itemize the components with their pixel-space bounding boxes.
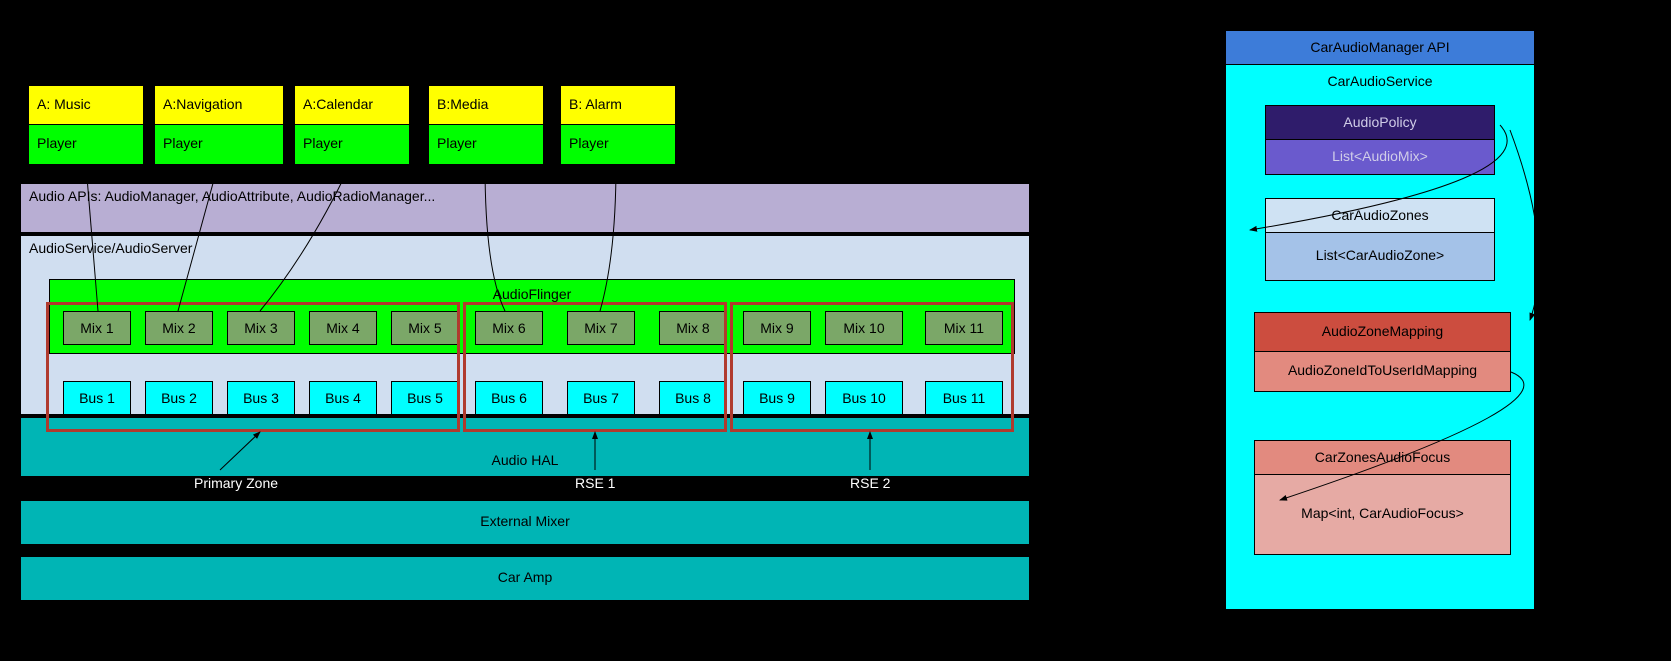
- list-caraudiozones-label: List<CarAudioZone>: [1316, 247, 1444, 263]
- svg-text:RSE 1: RSE 1: [575, 475, 616, 491]
- api-header-label: CarAudioManager API: [1310, 39, 1449, 55]
- audio-apis-label: Audio APIs: AudioManager, AudioAttribute…: [29, 188, 435, 204]
- api-header: CarAudioManager API: [1225, 30, 1535, 65]
- app-bottom-box: Player: [28, 125, 144, 165]
- audio-hal-label: Audio HAL: [492, 452, 559, 468]
- zone-box: [730, 302, 1014, 432]
- app-top-box: A:Navigation: [154, 85, 284, 125]
- app-top-box: B: Alarm: [560, 85, 676, 125]
- svg-text:Primary Zone: Primary Zone: [194, 475, 278, 491]
- zone-box: [463, 302, 727, 432]
- list-audiomix-label: List<AudioMix>: [1332, 148, 1428, 164]
- zone-to-user-label: AudioZoneIdToUserIdMapping: [1288, 362, 1477, 378]
- car-amp-label: Car Amp: [498, 569, 552, 585]
- app-bottom-box: Player: [154, 125, 284, 165]
- audio-policy-label: AudioPolicy: [1343, 114, 1416, 130]
- car-audio-service-label: CarAudioService: [1327, 73, 1432, 89]
- app-bottom-box: Player: [294, 125, 410, 165]
- app-top-box: B:Media: [428, 85, 544, 125]
- app-bottom-box: Player: [560, 125, 676, 165]
- external-mixer-label: External Mixer: [480, 513, 569, 529]
- map-focus-label: Map<int, CarAudioFocus>: [1301, 505, 1464, 521]
- list-caraudiozones-box: List<CarAudioZone>: [1265, 233, 1495, 281]
- audio-apis-bar: Audio APIs: AudioManager, AudioAttribute…: [20, 183, 1030, 233]
- car-amp-bar: Car Amp: [20, 556, 1030, 601]
- car-zones-audio-focus-box: CarZonesAudioFocus: [1254, 440, 1511, 475]
- map-focus-box: Map<int, CarAudioFocus>: [1254, 475, 1511, 555]
- zone-to-user-box: AudioZoneIdToUserIdMapping: [1254, 352, 1511, 392]
- audio-zone-mapping-box: AudioZoneMapping: [1254, 312, 1511, 352]
- zone-box: [46, 302, 460, 432]
- app-top-box: A: Music: [28, 85, 144, 125]
- app-bottom-box: Player: [428, 125, 544, 165]
- audio-service-label: AudioService/AudioServer: [29, 240, 192, 256]
- car-audio-zones-label: CarAudioZones: [1331, 207, 1428, 223]
- audio-policy-box: AudioPolicy: [1265, 105, 1495, 140]
- audio-zone-mapping-label: AudioZoneMapping: [1322, 323, 1443, 339]
- car-zones-audio-focus-label: CarZonesAudioFocus: [1315, 449, 1450, 465]
- list-audiomix-box: List<AudioMix>: [1265, 140, 1495, 175]
- external-mixer-bar: External Mixer: [20, 500, 1030, 545]
- car-audio-zones-box: CarAudioZones: [1265, 198, 1495, 233]
- audio-flinger-label: AudioFlinger: [493, 286, 572, 302]
- app-top-box: A:Calendar: [294, 85, 410, 125]
- svg-text:RSE 2: RSE 2: [850, 475, 891, 491]
